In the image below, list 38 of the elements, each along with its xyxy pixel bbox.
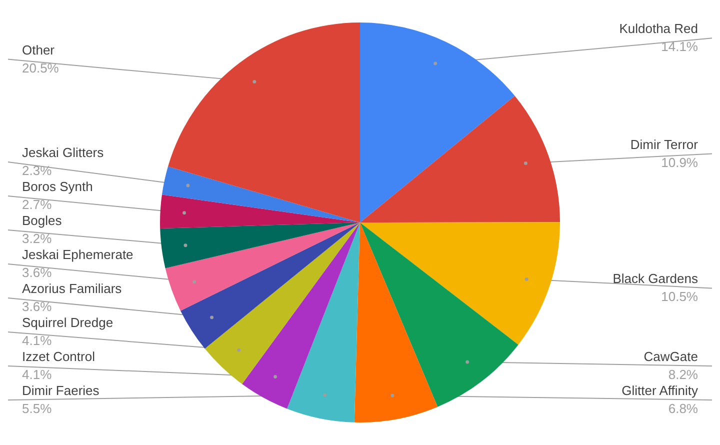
data-label: 20.5%	[22, 60, 60, 76]
slice-label: Kuldotha Red	[619, 21, 698, 36]
slice-label: Other	[22, 42, 56, 58]
slice-label: Glitter Affinity	[622, 383, 698, 398]
slice-label: Bogles	[22, 213, 62, 228]
slice-label: Jeskai Glitters	[22, 145, 104, 160]
data-label: 4.1%	[22, 333, 52, 348]
pie-slice	[242, 222, 360, 409]
slice-label: Dimir Faeries	[22, 383, 100, 398]
data-label: 10.5%	[661, 289, 698, 304]
pie-slice	[160, 222, 360, 268]
data-label: 6.8%	[668, 401, 698, 416]
slice-label: Black Gardens	[612, 271, 698, 286]
data-label: 2.3%	[22, 163, 52, 178]
pie-slice	[360, 222, 518, 407]
data-label: 4.1%	[22, 367, 52, 382]
slice-label: Izzet Control	[22, 349, 96, 364]
pie-slice	[165, 222, 360, 311]
data-label: 8.2%	[668, 367, 698, 382]
slice-label: Squirrel Dredge	[22, 315, 114, 330]
pie-slice	[287, 222, 360, 422]
pie-slice	[160, 194, 360, 228]
slice-label: Dimir Terror	[630, 136, 699, 152]
pie-slice	[354, 222, 438, 422]
data-label: 5.5%	[22, 401, 52, 416]
data-label: 14.1%	[661, 39, 698, 54]
slice-label: Boros Synth	[22, 179, 93, 194]
data-label: 3.6%	[22, 265, 52, 280]
data-label: 3.6%	[22, 299, 52, 314]
data-label: 10.9%	[661, 154, 698, 170]
pie-slice	[180, 222, 360, 349]
data-label: 3.2%	[22, 231, 52, 246]
slice-label: Jeskai Ephemerate	[22, 247, 134, 262]
pie-slice	[360, 222, 560, 345]
data-label: 2.7%	[22, 197, 52, 212]
slice-label: Azorius Familiars	[22, 281, 122, 296]
pie-slice	[204, 222, 360, 384]
slice-label: CawGate	[644, 349, 698, 364]
